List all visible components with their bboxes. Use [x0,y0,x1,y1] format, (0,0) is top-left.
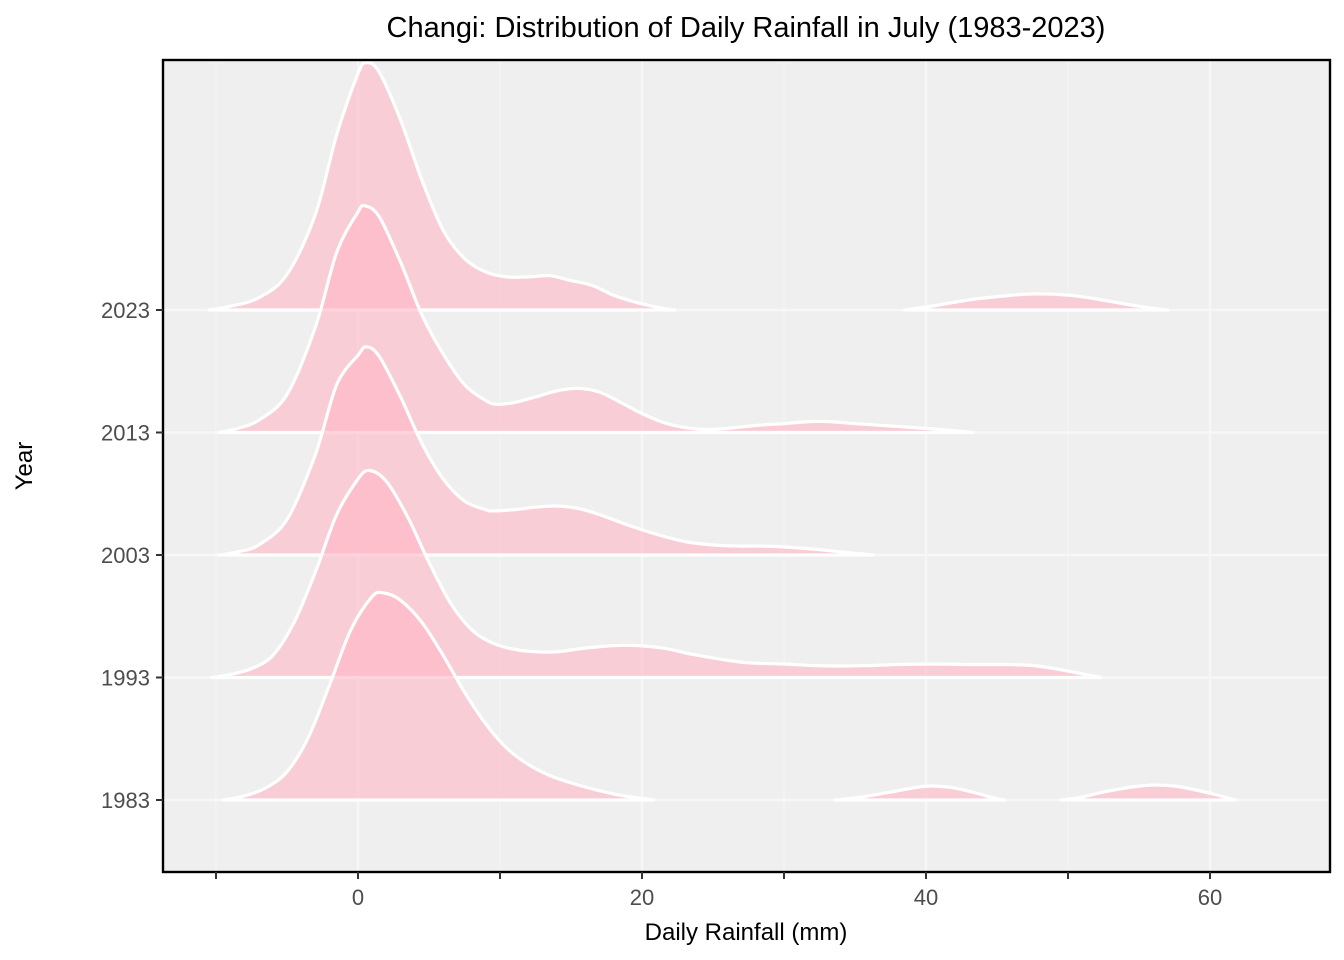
axes-frame: 0 20 40 60 2023 2013 2003 1993 1983 [101,58,1332,910]
y-tick-label: 2023 [101,298,150,323]
ridge-2013 [217,203,975,435]
chart-title: Changi: Distribution of Daily Rainfall i… [387,12,1106,44]
ridge-1983 [221,590,655,802]
x-tick-label: 40 [914,885,938,910]
y-tick-label: 1993 [101,666,150,691]
y-tick-label: 1983 [101,788,150,813]
y-tick-label: 2013 [101,421,150,446]
panel-border [161,58,1332,874]
y-axis-title: Year [11,442,38,491]
x-axis-title: Daily Rainfall (mm) [645,919,848,946]
ridge-1993 [210,468,1103,680]
density-ridges [207,60,1238,802]
y-tick-label: 2003 [101,543,150,568]
ridge-1983 [833,784,1006,802]
ridge-2023 [207,60,677,312]
x-tick-label: 60 [1198,885,1222,910]
ridge-1983 [1059,783,1238,802]
x-tick-label: 0 [352,885,364,910]
ridge-2023 [903,292,1169,312]
x-tick-label: 20 [630,885,654,910]
